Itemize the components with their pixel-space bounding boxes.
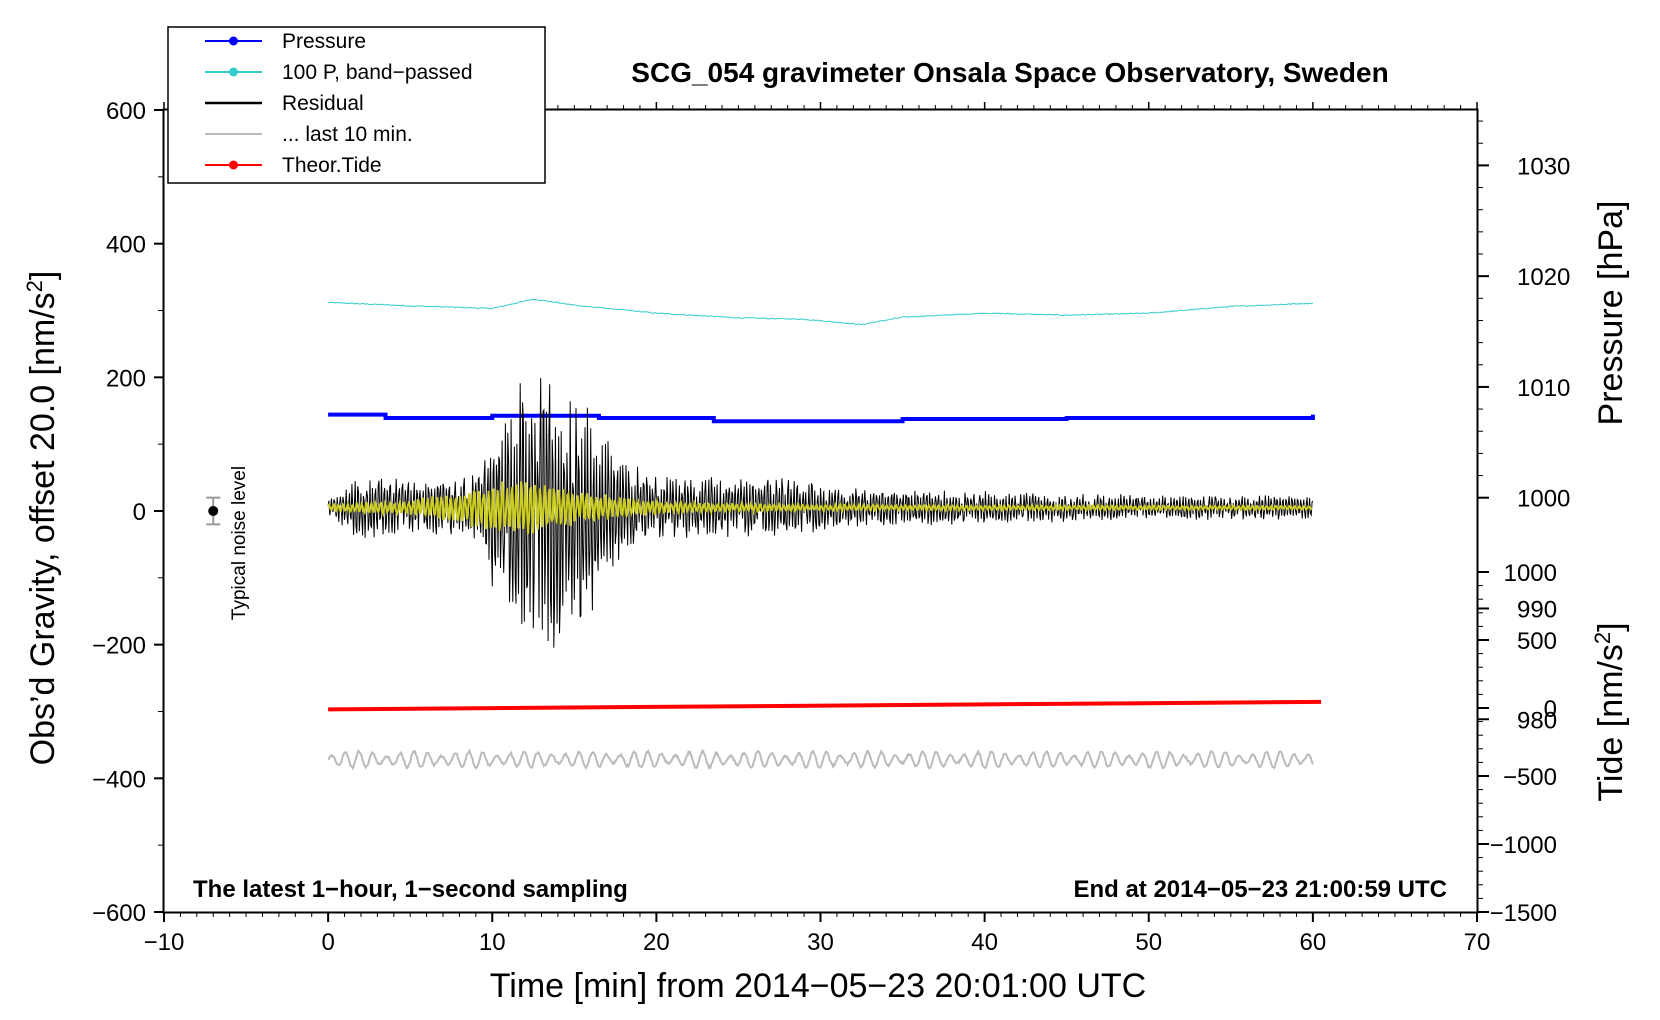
series-residual [327, 378, 1314, 648]
legend-label: ... last 10 min. [282, 123, 413, 146]
noise-indicator: Typical noise level [206, 466, 250, 620]
y-left-title-end: ] [24, 271, 62, 280]
y-tick-label: 0 [133, 499, 146, 526]
legend-label: Residual [282, 92, 364, 115]
y-axis-left-title: Obs’d Gravity, offset 20.0 [nm/s2] [22, 271, 62, 766]
x-tick-label: −10 [144, 929, 185, 956]
x-tick-label: 0 [321, 929, 334, 956]
tide-title-main: Tide [nm/s [1592, 644, 1630, 801]
pressure-tick-label: 1000 [1517, 486, 1570, 513]
pressure-tick-label: 980 [1517, 707, 1557, 734]
series-layer [327, 298, 1322, 771]
tide-tick-label: −1000 [1490, 832, 1557, 859]
y-axis-tide-title: Tide [nm/s2] [1590, 622, 1630, 801]
pressure-tick-label: 1010 [1517, 375, 1570, 402]
x-tick-label: 20 [643, 929, 670, 956]
series-band-passed [327, 298, 1314, 326]
plot-frame [162, 108, 1479, 914]
chart-title: SCG_054 gravimeter Onsala Space Observat… [631, 57, 1388, 88]
series-theor-tide [328, 699, 1322, 712]
tide-tick-label: −1500 [1490, 900, 1557, 927]
pressure-tick-label: 1030 [1517, 153, 1570, 180]
series-pressure [328, 412, 1315, 424]
legend-label: Theor.Tide [282, 154, 382, 177]
legend-marker [229, 160, 238, 170]
tide-title-sup: 2 [1590, 632, 1615, 644]
tide-tick-label: −500 [1503, 764, 1557, 791]
legend-label: 100 P, band−passed [282, 61, 473, 84]
y-tick-label: −600 [92, 900, 146, 927]
x-tick-label: 70 [1464, 929, 1491, 956]
x-tick-label: 30 [807, 929, 834, 956]
pressure-tick-label: 990 [1517, 596, 1557, 623]
y-tick-label: 400 [106, 232, 146, 259]
noise-label: Typical noise level [229, 466, 250, 620]
y-tick-label: −200 [92, 633, 146, 660]
series-yellow-trace [327, 481, 1313, 535]
legend-items: Pressure 100 P, band−passed Residual ... la… [205, 30, 473, 177]
y-axis-pressure-title: Pressure [hPa] [1592, 201, 1630, 426]
legend-label: Pressure [282, 30, 366, 53]
tide-title-end: ] [1592, 622, 1630, 631]
annotation-sampling: The latest 1−hour, 1−second sampling [193, 876, 628, 903]
pressure-tick-label: 1020 [1517, 264, 1570, 291]
noise-dot [208, 506, 219, 516]
y-left-title-main: Obs’d Gravity, offset 20.0 [nm/s [24, 292, 62, 765]
series-last-10-min [327, 748, 1314, 771]
x-axis-title: Time [min] from 2014−05−23 20:01:00 UTC [490, 967, 1146, 1005]
tide-tick-label: 500 [1517, 628, 1557, 655]
annotation-end-time: End at 2014−05−23 21:00:59 UTC [1073, 876, 1447, 903]
legend-box [167, 26, 546, 184]
legend: Pressure 100 P, band−passed Residual ... la… [167, 26, 546, 184]
x-tick-label: 10 [479, 929, 506, 956]
y-tick-label: 200 [106, 365, 146, 392]
tide-tick-label: 1000 [1504, 560, 1557, 587]
legend-marker [229, 36, 238, 46]
x-tick-label: 50 [1135, 929, 1162, 956]
legend-marker [229, 67, 238, 77]
tide-tick-label: 0 [1544, 696, 1557, 723]
y-left-title-sup: 2 [22, 280, 47, 292]
x-tick-label: 40 [971, 929, 998, 956]
y-tick-label: −400 [92, 766, 146, 793]
y-tick-label: 600 [106, 98, 146, 125]
x-tick-label: 60 [1300, 929, 1327, 956]
